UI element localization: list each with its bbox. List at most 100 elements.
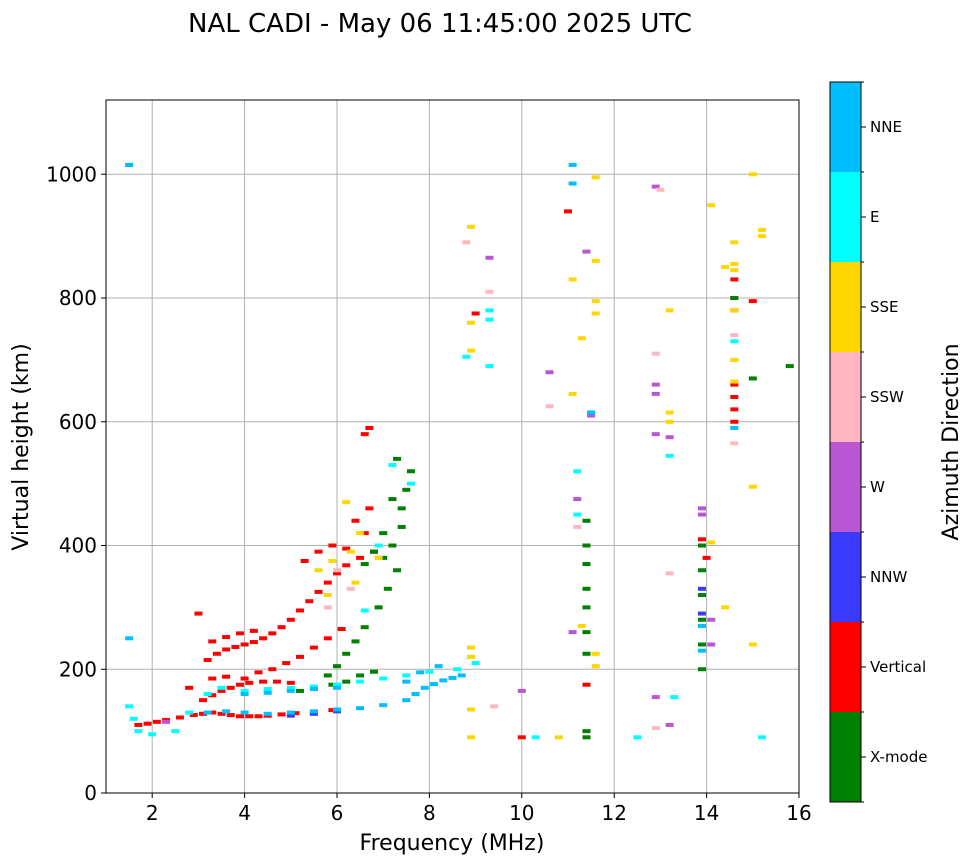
data-point <box>383 586 392 591</box>
data-point <box>356 706 365 711</box>
data-point <box>268 631 277 636</box>
data-point <box>360 608 369 613</box>
colorbar-segment <box>830 352 861 442</box>
data-point <box>208 693 217 698</box>
data-point <box>568 181 577 186</box>
colorbar-tick-label: E <box>870 208 879 226</box>
data-point <box>582 651 591 656</box>
data-point <box>591 175 600 180</box>
y-tick-label: 0 <box>84 781 97 805</box>
data-point <box>748 642 757 647</box>
data-point <box>369 669 378 674</box>
data-point <box>402 679 411 684</box>
data-point <box>286 685 295 690</box>
data-point <box>342 651 351 656</box>
data-point <box>379 703 388 708</box>
data-point <box>665 453 674 458</box>
data-point <box>466 654 475 659</box>
data-point <box>185 685 194 690</box>
data-point <box>730 382 739 387</box>
data-point <box>356 555 365 560</box>
series-x-mode <box>296 296 794 740</box>
data-point <box>466 224 475 229</box>
data-point <box>564 209 572 214</box>
x-tick-label: 14 <box>694 801 719 825</box>
data-point <box>374 555 383 560</box>
data-point <box>582 605 591 610</box>
data-point <box>235 714 244 719</box>
colorbar: X-mode Vertical NNW W SSW SSE E NNE <box>829 81 927 803</box>
data-point <box>434 664 443 669</box>
data-point <box>582 543 591 548</box>
data-point <box>342 679 351 684</box>
data-point <box>203 692 212 696</box>
data-point <box>453 667 462 672</box>
data-point <box>697 642 706 647</box>
data-point <box>222 674 231 679</box>
y-tick-label: 400 <box>59 534 97 558</box>
data-point <box>697 586 706 591</box>
data-point <box>471 311 480 316</box>
data-point <box>393 568 402 573</box>
data-point <box>125 704 134 709</box>
data-point <box>263 690 272 695</box>
y-tick-label: 1000 <box>46 162 97 186</box>
data-point <box>134 729 143 734</box>
data-point <box>152 719 161 724</box>
data-point <box>665 308 674 313</box>
data-point <box>697 506 706 511</box>
colorbar-frame <box>829 81 862 803</box>
data-point <box>730 261 739 266</box>
data-point <box>356 673 365 678</box>
data-point <box>360 531 369 536</box>
x-axis-ticks: 2 4 6 8 10 12 14 16 <box>146 793 812 825</box>
data-point <box>697 568 706 573</box>
data-point <box>208 676 217 681</box>
data-point <box>217 688 226 693</box>
data-point <box>328 543 337 548</box>
data-point <box>758 234 767 239</box>
data-point <box>466 320 475 325</box>
data-point <box>286 713 295 718</box>
data-point <box>582 735 591 740</box>
data-point <box>300 558 309 563</box>
data-point <box>587 410 596 415</box>
colorbar-segment <box>830 532 861 622</box>
data-point <box>573 469 582 474</box>
data-point <box>309 645 318 650</box>
data-point <box>249 640 258 645</box>
data-point <box>651 382 660 387</box>
data-point <box>485 308 494 313</box>
data-point <box>125 162 134 167</box>
data-point <box>485 317 494 322</box>
data-point <box>697 623 706 628</box>
y-tick-label: 200 <box>59 657 97 681</box>
data-point <box>730 407 739 412</box>
data-point <box>360 562 369 567</box>
data-point <box>323 636 332 641</box>
data-point <box>656 187 665 192</box>
data-point <box>314 549 323 554</box>
data-point <box>333 707 341 712</box>
data-point <box>222 709 231 714</box>
colorbar-segment <box>830 622 861 712</box>
data-point <box>402 487 411 492</box>
data-point <box>286 688 295 693</box>
data-point <box>651 351 660 356</box>
data-point <box>189 713 198 718</box>
data-point <box>328 708 337 713</box>
colorbar-tick-label: Vertical <box>870 658 926 676</box>
data-point <box>296 608 305 613</box>
data-point <box>199 698 208 703</box>
data-point <box>730 395 739 399</box>
colorbar-tick-label: NNE <box>870 118 902 136</box>
data-point <box>323 593 332 597</box>
data-point <box>466 735 475 740</box>
data-point <box>272 679 281 684</box>
data-point <box>651 432 660 437</box>
data-point <box>240 710 249 715</box>
data-point <box>420 685 429 690</box>
grid-lines <box>106 100 800 794</box>
data-point <box>702 555 711 560</box>
data-point <box>240 642 249 647</box>
